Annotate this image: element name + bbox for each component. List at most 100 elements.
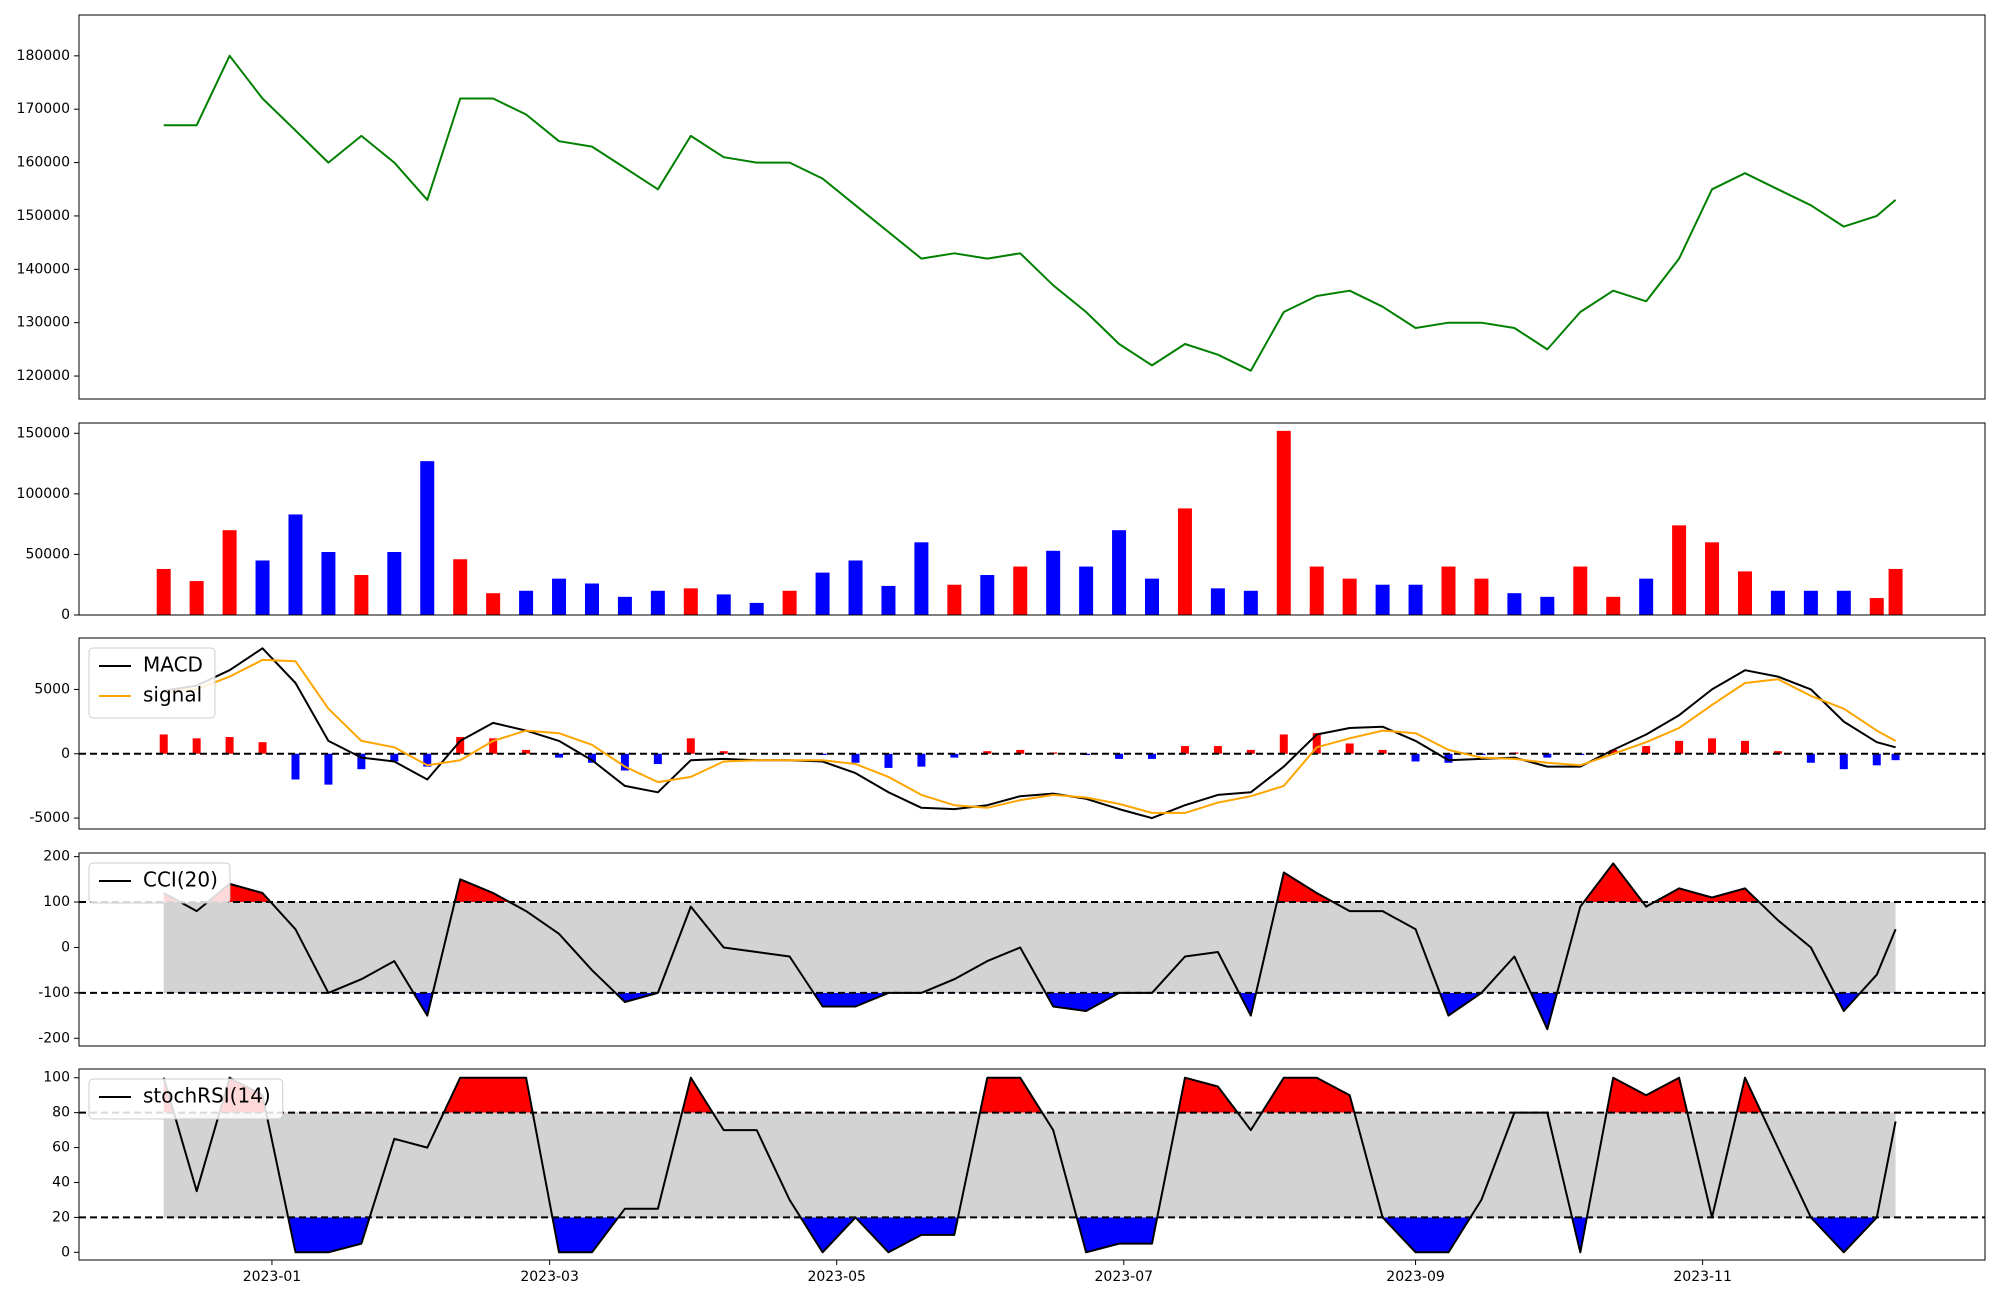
panel-frame bbox=[78, 14, 1986, 400]
histogram-bar bbox=[1839, 753, 1848, 770]
histogram-bar bbox=[1543, 753, 1552, 758]
histogram-bar bbox=[1675, 740, 1684, 754]
y-tick-label: 20 bbox=[52, 1209, 70, 1225]
panel-frame bbox=[78, 637, 1986, 830]
legend-label: CCI(20) bbox=[143, 868, 218, 892]
histogram-bar bbox=[884, 753, 893, 768]
volume-bar bbox=[321, 552, 336, 615]
volume-bar bbox=[189, 581, 204, 615]
histogram-bar bbox=[192, 738, 201, 754]
histogram-bar bbox=[620, 753, 629, 771]
y-tick-label: 140000 bbox=[17, 261, 70, 277]
volume-bar bbox=[980, 575, 995, 615]
indicator-line bbox=[163, 862, 1897, 1031]
histogram-bar bbox=[159, 734, 168, 754]
volume-bar bbox=[815, 572, 830, 615]
histogram-bar bbox=[1642, 746, 1651, 754]
volume-bar bbox=[1507, 593, 1522, 615]
histogram-bar bbox=[1609, 749, 1618, 754]
volume-bar bbox=[1888, 568, 1903, 615]
y-tick-label: 180000 bbox=[17, 48, 70, 64]
price-line bbox=[163, 54, 1897, 372]
volume-bar bbox=[1079, 566, 1094, 615]
x-tick-label: 2023-03 bbox=[520, 1269, 579, 1285]
volume-bar bbox=[519, 590, 534, 615]
y-tick-label: 170000 bbox=[17, 101, 70, 117]
histogram-bar bbox=[1411, 753, 1420, 762]
histogram-bar bbox=[1246, 749, 1255, 754]
volume-bar bbox=[1770, 590, 1785, 615]
volume-bar bbox=[1672, 525, 1687, 615]
histogram-bar bbox=[686, 738, 695, 754]
histogram-bar bbox=[950, 753, 959, 758]
volume-bar bbox=[486, 593, 501, 615]
volume-bar bbox=[947, 584, 962, 615]
volume-bar bbox=[1573, 566, 1588, 615]
volume-bar bbox=[288, 514, 303, 615]
histogram-bar bbox=[522, 749, 531, 754]
x-tick-label: 2023-05 bbox=[807, 1269, 866, 1285]
histogram-bar bbox=[1740, 740, 1749, 754]
volume-bar bbox=[1606, 596, 1621, 615]
panel-frame bbox=[78, 1068, 1986, 1261]
volume-bar bbox=[255, 560, 270, 615]
legend: stochRSI(14) bbox=[88, 1078, 284, 1120]
histogram-bar bbox=[983, 751, 992, 754]
y-tick-label: 160000 bbox=[17, 155, 70, 171]
legend-label: MACD bbox=[143, 653, 203, 677]
histogram-bar bbox=[917, 753, 926, 767]
histogram-bar bbox=[1016, 749, 1025, 754]
legend-box bbox=[88, 1078, 284, 1120]
histogram-bar bbox=[719, 751, 728, 754]
histogram-bar bbox=[258, 742, 267, 754]
volume-bar bbox=[1639, 578, 1654, 615]
y-tick-label: 200 bbox=[43, 849, 70, 865]
volume-bar bbox=[387, 552, 402, 615]
histogram-bar bbox=[587, 753, 596, 763]
y-tick-label: 0 bbox=[61, 939, 70, 955]
volume-bar bbox=[552, 578, 567, 615]
x-tick-label: 2023-07 bbox=[1095, 1269, 1154, 1285]
volume-bar bbox=[914, 542, 929, 615]
volume-bar bbox=[354, 575, 369, 615]
volume-bar bbox=[1375, 584, 1390, 615]
y-tick-label: 100 bbox=[43, 1070, 70, 1086]
volume-bar bbox=[683, 588, 698, 615]
volume-bar bbox=[1441, 566, 1456, 615]
legend-box bbox=[88, 862, 231, 904]
y-tick-label: 0 bbox=[61, 746, 70, 762]
volume-bar bbox=[1705, 542, 1720, 615]
volume-bar bbox=[848, 560, 863, 615]
y-tick-label: -200 bbox=[38, 1030, 70, 1046]
volume-bar bbox=[782, 590, 797, 615]
histogram-bar bbox=[1806, 753, 1815, 763]
histogram-bar bbox=[1773, 751, 1782, 754]
y-tick-label: 130000 bbox=[17, 315, 70, 331]
histogram-bar bbox=[1115, 753, 1124, 759]
y-tick-label: 5000 bbox=[34, 681, 70, 697]
indicator-line bbox=[163, 658, 1897, 814]
y-tick-label: 100 bbox=[43, 894, 70, 910]
y-tick-label: 80 bbox=[52, 1105, 70, 1121]
volume-bar bbox=[1737, 571, 1752, 615]
x-tick-label: 2023-01 bbox=[243, 1269, 302, 1285]
indicator-line bbox=[162, 1076, 1897, 1254]
volume-bar bbox=[222, 530, 237, 615]
histogram-bar bbox=[1708, 738, 1717, 754]
histogram-bar bbox=[653, 753, 662, 765]
indicator-line bbox=[163, 647, 1896, 820]
volume-bar bbox=[617, 596, 632, 615]
histogram-bar bbox=[1378, 749, 1387, 754]
histogram-bar bbox=[423, 753, 432, 767]
volume-bar bbox=[420, 461, 435, 615]
x-tick-label: 2023-11 bbox=[1673, 1269, 1732, 1285]
y-tick-label: 100000 bbox=[17, 486, 70, 502]
volume-bar bbox=[1342, 578, 1357, 615]
overbought-fill bbox=[163, 1077, 1762, 1113]
oversold-fill bbox=[328, 992, 1861, 1030]
volume-bar bbox=[1210, 588, 1225, 615]
histogram-bar bbox=[1891, 753, 1900, 761]
y-tick-label: -5000 bbox=[29, 810, 70, 826]
volume-bar bbox=[156, 568, 171, 615]
volume-bar bbox=[1013, 566, 1028, 615]
